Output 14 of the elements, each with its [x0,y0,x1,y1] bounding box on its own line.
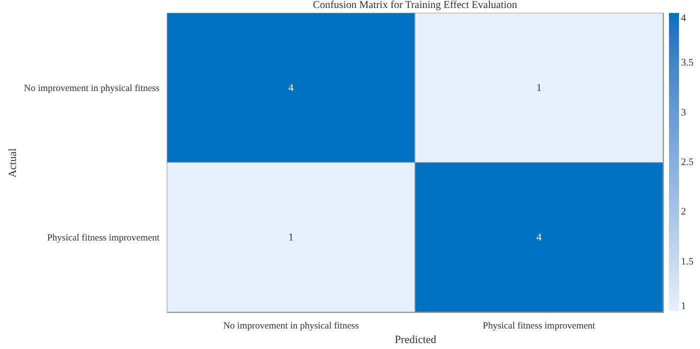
x-axis-title: Predicted [394,334,437,346]
color-bar-label: 4 [681,13,686,24]
y-axis-title: Actual [6,148,19,178]
data-label: 1 [536,82,542,94]
color-bar-label: 2 [681,206,686,218]
color-bar-label: 3.5 [681,58,694,69]
data-label: 4 [536,232,542,244]
data-label: 4 [288,82,294,94]
chart-title: Confusion Matrix for Training Effect Evaluation [312,0,518,12]
color-bar-label: 3 [681,107,686,118]
color-bar-label: 1 [681,301,686,312]
color-bar-label: 1.5 [681,256,694,268]
color-bar-label: 2.5 [681,157,694,168]
data-label: 1 [288,232,294,244]
